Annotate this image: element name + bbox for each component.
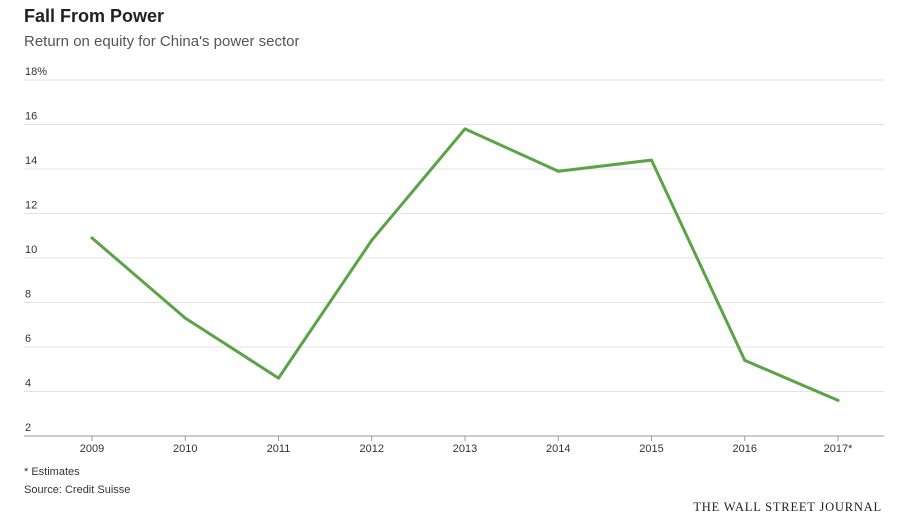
x-tick-label: 2016	[733, 443, 757, 455]
y-tick-label: 2	[25, 422, 31, 434]
data-point	[836, 398, 840, 402]
series-line	[90, 127, 840, 402]
source-note: Source: Credit Suisse	[24, 484, 131, 496]
x-tick-label: 2012	[360, 443, 384, 455]
y-tick-label: 4	[25, 378, 31, 390]
data-point	[183, 316, 187, 320]
data-point	[463, 127, 467, 131]
x-tick-label: 2017*	[824, 443, 853, 455]
y-tick-label: 12	[25, 200, 37, 212]
data-point	[556, 169, 560, 173]
x-tick-label: 2013	[453, 443, 477, 455]
x-tick-label: 2014	[546, 443, 570, 455]
y-tick-label: 8	[25, 289, 31, 301]
y-tick-label: 14	[25, 155, 37, 167]
x-tick-label: 2015	[639, 443, 663, 455]
data-point	[90, 236, 94, 240]
publisher-logo: THE WALL STREET JOURNAL	[693, 500, 882, 514]
gridlines	[24, 79, 884, 441]
y-tick-label: 10	[25, 244, 37, 256]
y-tick-label: 18%	[25, 66, 47, 78]
data-point	[743, 358, 747, 362]
x-tick-label: 2010	[173, 443, 197, 455]
x-tick-label: 2011	[267, 443, 291, 455]
x-axis-tick-labels: 2009 2010 2011 2012 2013 2014 2015 2016 2017*	[80, 443, 853, 455]
footnote: * Estimates	[24, 466, 80, 478]
series-layer	[90, 127, 840, 402]
y-tick-label: 6	[25, 333, 31, 345]
y-tick-label: 16	[25, 111, 37, 123]
chart-title: Fall From Power	[24, 6, 165, 26]
x-tick-label: 2009	[80, 443, 104, 455]
data-point	[650, 158, 653, 162]
data-point	[370, 238, 374, 242]
data-point	[277, 376, 280, 380]
chart-subtitle: Return on equity for China's power secto…	[24, 33, 300, 50]
y-axis-tick-labels: 2 4 6 8 10 12 14 16 18%	[25, 66, 47, 434]
